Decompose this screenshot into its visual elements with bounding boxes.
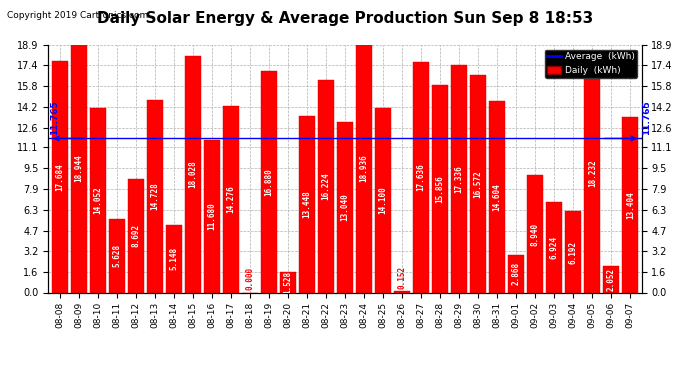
Text: Copyright 2019 Cartronics.com: Copyright 2019 Cartronics.com	[7, 11, 148, 20]
Text: 1.528: 1.528	[284, 271, 293, 294]
Text: 11.765: 11.765	[642, 100, 651, 135]
Text: 18.936: 18.936	[359, 154, 368, 182]
Text: 18.944: 18.944	[75, 154, 83, 182]
Bar	[413, 62, 429, 292]
Bar	[356, 45, 372, 292]
Bar	[432, 85, 448, 292]
Bar	[546, 202, 562, 292]
Text: 15.856: 15.856	[435, 175, 444, 202]
Text: 0.152: 0.152	[397, 266, 406, 288]
Text: 16.880: 16.880	[264, 168, 273, 196]
Text: 14.728: 14.728	[150, 182, 159, 210]
Bar	[489, 101, 505, 292]
Bar	[394, 291, 410, 292]
Bar	[128, 178, 144, 292]
Text: 13.404: 13.404	[626, 191, 635, 219]
Text: 11.765: 11.765	[50, 100, 59, 135]
Text: 5.628: 5.628	[112, 244, 121, 267]
Bar	[147, 100, 163, 292]
Text: 8.692: 8.692	[131, 224, 140, 247]
Bar	[337, 122, 353, 292]
Bar	[52, 61, 68, 292]
Bar	[470, 75, 486, 292]
Text: 13.448: 13.448	[302, 190, 311, 218]
Bar	[375, 108, 391, 292]
Text: 18.232: 18.232	[588, 159, 597, 187]
Text: 2.052: 2.052	[607, 267, 615, 291]
Text: 11.680: 11.680	[208, 202, 217, 230]
Bar	[565, 211, 581, 292]
Text: 17.636: 17.636	[417, 163, 426, 191]
Bar	[299, 116, 315, 292]
Bar	[90, 108, 106, 292]
Bar	[603, 266, 620, 292]
Text: 5.148: 5.148	[169, 247, 178, 270]
Text: 13.040: 13.040	[340, 193, 350, 221]
Legend: Average  (kWh), Daily  (kWh): Average (kWh), Daily (kWh)	[544, 50, 637, 78]
Bar	[70, 44, 87, 292]
Text: 6.192: 6.192	[569, 240, 578, 264]
Text: 8.940: 8.940	[531, 222, 540, 246]
Bar	[185, 56, 201, 292]
Bar	[204, 140, 220, 292]
Bar	[223, 105, 239, 292]
Bar	[451, 66, 467, 292]
Text: 6.924: 6.924	[550, 236, 559, 259]
Text: 17.336: 17.336	[455, 165, 464, 193]
Bar	[109, 219, 125, 292]
Bar	[318, 80, 334, 292]
Bar	[166, 225, 182, 292]
Text: Daily Solar Energy & Average Production Sun Sep 8 18:53: Daily Solar Energy & Average Production …	[97, 11, 593, 26]
Text: 14.276: 14.276	[226, 185, 235, 213]
Text: 18.028: 18.028	[188, 160, 197, 188]
Bar	[280, 273, 296, 292]
Bar	[261, 72, 277, 292]
Bar	[508, 255, 524, 292]
Bar	[527, 176, 543, 292]
Text: 2.868: 2.868	[512, 262, 521, 285]
Text: 14.100: 14.100	[379, 186, 388, 214]
Text: 16.224: 16.224	[322, 172, 331, 200]
Text: 16.572: 16.572	[473, 170, 482, 198]
Text: 17.684: 17.684	[55, 163, 64, 190]
Bar	[584, 54, 600, 292]
Text: 14.052: 14.052	[93, 187, 102, 214]
Text: 0.000: 0.000	[246, 267, 255, 290]
Text: 14.604: 14.604	[493, 183, 502, 211]
Bar	[622, 117, 638, 292]
